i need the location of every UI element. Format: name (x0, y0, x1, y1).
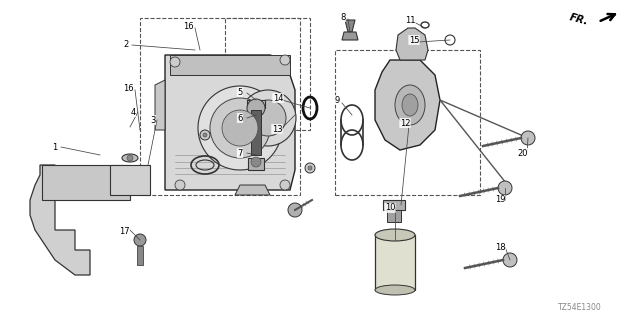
Circle shape (222, 110, 258, 146)
Text: 5: 5 (237, 87, 243, 97)
Text: 16: 16 (182, 21, 193, 30)
Circle shape (521, 131, 535, 145)
Text: 9: 9 (334, 95, 340, 105)
Text: 13: 13 (272, 124, 282, 133)
Circle shape (288, 203, 302, 217)
Polygon shape (375, 235, 415, 290)
Text: FR.: FR. (569, 13, 590, 27)
Text: 3: 3 (150, 116, 156, 124)
Ellipse shape (375, 285, 415, 295)
Polygon shape (137, 246, 143, 265)
Circle shape (247, 99, 265, 117)
Polygon shape (30, 165, 90, 275)
Circle shape (198, 86, 282, 170)
Text: 10: 10 (385, 204, 396, 212)
Polygon shape (170, 55, 290, 75)
Text: 4: 4 (131, 108, 136, 116)
Polygon shape (251, 110, 261, 155)
Text: 6: 6 (237, 114, 243, 123)
Circle shape (175, 180, 185, 190)
Text: 2: 2 (124, 39, 129, 49)
Text: 15: 15 (409, 36, 419, 44)
Polygon shape (345, 20, 355, 32)
Polygon shape (375, 60, 440, 150)
Polygon shape (383, 200, 405, 210)
Text: 8: 8 (340, 12, 346, 21)
Circle shape (203, 133, 207, 137)
Ellipse shape (395, 85, 425, 125)
Circle shape (127, 155, 133, 161)
Polygon shape (235, 185, 270, 195)
Circle shape (305, 163, 315, 173)
Text: 17: 17 (118, 227, 129, 236)
Circle shape (280, 180, 290, 190)
Text: 19: 19 (495, 196, 505, 204)
Circle shape (251, 157, 261, 167)
Circle shape (280, 55, 290, 65)
Text: 12: 12 (400, 118, 410, 127)
Text: 7: 7 (237, 148, 243, 157)
Circle shape (498, 181, 512, 195)
Polygon shape (247, 100, 265, 108)
Polygon shape (396, 28, 428, 60)
Text: 16: 16 (123, 84, 133, 92)
Circle shape (240, 90, 296, 146)
Circle shape (200, 130, 210, 140)
Circle shape (170, 57, 180, 67)
Polygon shape (110, 165, 150, 195)
Text: 11: 11 (404, 15, 415, 25)
Text: 18: 18 (495, 243, 506, 252)
Circle shape (210, 98, 270, 158)
Circle shape (250, 100, 286, 136)
Ellipse shape (122, 154, 138, 162)
Polygon shape (387, 210, 401, 222)
Circle shape (134, 234, 146, 246)
Circle shape (503, 253, 517, 267)
Text: 20: 20 (518, 148, 528, 157)
Polygon shape (248, 158, 264, 170)
Polygon shape (42, 165, 130, 200)
Polygon shape (165, 55, 295, 190)
Polygon shape (155, 80, 165, 130)
Ellipse shape (402, 94, 418, 116)
Circle shape (308, 166, 312, 170)
Text: 1: 1 (52, 142, 58, 151)
Polygon shape (342, 32, 358, 40)
Text: TZ54E1300: TZ54E1300 (558, 303, 602, 312)
Ellipse shape (375, 229, 415, 241)
Text: 14: 14 (273, 93, 284, 102)
